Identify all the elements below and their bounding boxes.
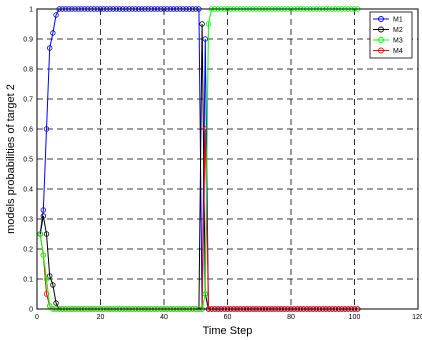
y-axis-label: models probabilities of target 2 [5, 84, 17, 234]
legend-label: M4 [393, 48, 403, 55]
x-tick-label: 20 [97, 314, 105, 321]
data-point [40, 207, 47, 213]
x-tick-label: 40 [160, 314, 168, 321]
y-tick-label: 0.7 [23, 97, 33, 104]
data-point [43, 276, 50, 282]
y-tick-label: 1 [29, 7, 33, 14]
legend-label: M3 [393, 38, 403, 45]
data-point [53, 300, 59, 306]
y-tick-label: 0.8 [23, 67, 33, 74]
y-tick-label: 0.6 [23, 127, 33, 134]
data-point [50, 30, 56, 36]
legend-marker [378, 37, 384, 43]
legend: M1 M2 M3 M4 [369, 11, 413, 59]
x-tick-label: 60 [224, 314, 232, 321]
data-point [202, 36, 208, 42]
data-point [47, 303, 53, 309]
y-tick-label: 0 [29, 307, 33, 314]
tick-labels: 0 20 40 60 80 100 120 0 0.1 0.2 0.3 0.4 0.5 0.6 0.7 0.8… [23, 7, 422, 322]
x-axis-label: Time Step [203, 325, 253, 337]
y-tick-label: 0.1 [23, 277, 33, 284]
x-tick-label: 100 [349, 314, 361, 321]
y-tick-label: 0.3 [23, 217, 33, 224]
plot-frame [36, 8, 419, 310]
grid [37, 9, 418, 309]
legend-item-m3: M3 [373, 37, 403, 45]
x-tick-label: 0 [35, 314, 39, 321]
data-point [47, 45, 53, 51]
legend-label: M1 [393, 17, 403, 24]
data-point [50, 282, 56, 288]
legend-marker [378, 16, 384, 22]
legend-marker [378, 26, 384, 33]
data-point [205, 21, 212, 27]
legend-item-m1: M1 [373, 16, 403, 24]
legend-label: M2 [393, 27, 403, 34]
legend-item-m4: M4 [373, 47, 403, 55]
data-point [43, 231, 50, 237]
y-tick-label: 0.2 [23, 247, 33, 254]
y-tick-label: 0.5 [23, 157, 33, 164]
y-tick-label: 0.4 [23, 187, 33, 194]
legend-item-m2: M2 [373, 26, 403, 34]
data-point [199, 21, 205, 27]
data-point [47, 273, 53, 279]
data-point [40, 213, 47, 219]
data-point [40, 252, 47, 258]
x-tick-label: 120 [412, 314, 422, 321]
data-point [43, 126, 50, 132]
data-point [37, 231, 43, 237]
legend-marker [378, 47, 384, 54]
data-point [202, 291, 208, 297]
y-tick-label: 0.9 [23, 37, 33, 44]
data-point [43, 291, 50, 297]
data-point [53, 12, 59, 18]
x-tick-label: 80 [287, 314, 295, 321]
